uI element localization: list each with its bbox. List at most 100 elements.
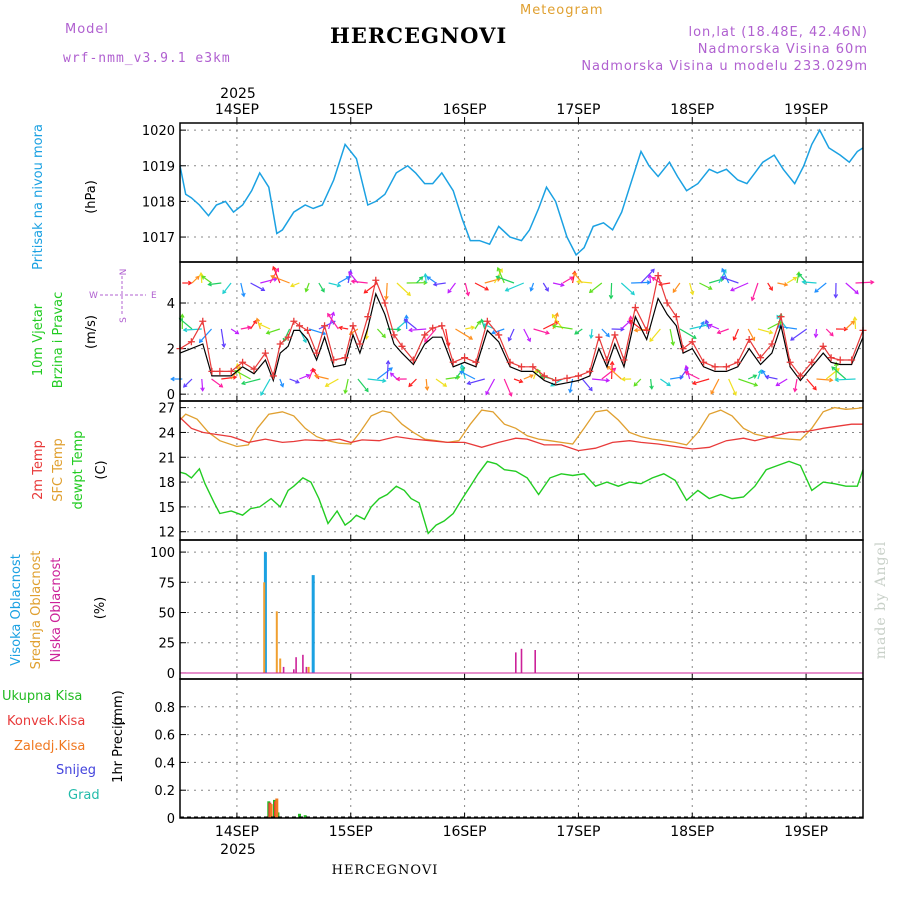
gust-marker (296, 322, 304, 330)
y-tick-label: 4 (167, 297, 175, 312)
wind-arrow-head (465, 291, 471, 297)
wind-arrow-head (633, 382, 638, 387)
wind-arrow-head (569, 276, 574, 281)
wind-arrow-head (833, 294, 839, 299)
wind-arrow-head (834, 377, 839, 383)
subtitle: Meteogram (520, 3, 604, 18)
wind-arrow (433, 282, 446, 286)
wind-arrow (733, 328, 739, 341)
wind-arrow-head (504, 287, 510, 292)
precip-bar (303, 815, 307, 818)
wind-arrow-head (423, 272, 428, 278)
wind-arrow-head (775, 382, 780, 387)
compass-east: E (151, 291, 157, 301)
wind-arrow (747, 374, 757, 380)
wind-arrow (465, 326, 475, 330)
wind-arrow-head (768, 329, 774, 335)
wind-arrow-head (424, 338, 429, 343)
gust-marker (688, 338, 696, 346)
wind-arrow-head (605, 378, 611, 383)
wind-arrow (652, 277, 661, 284)
wind-arrow-head (854, 290, 859, 295)
y-tick-label: 1018 (142, 195, 175, 210)
wind-arrow (474, 320, 481, 330)
gust-marker (796, 372, 804, 380)
wind-arrow (290, 282, 300, 287)
wind-arrow-head (348, 271, 353, 276)
y-tick-label: 24 (158, 426, 175, 441)
gust-marker (808, 358, 816, 366)
gust-marker (216, 367, 224, 375)
elevation: Nadmorska Visina 60m (698, 42, 868, 57)
wind-arrow (328, 312, 335, 330)
wind-arrow (523, 374, 534, 380)
wind-arrow-head (792, 276, 798, 281)
temp-unit: (C) (94, 460, 109, 479)
cloud-bar (515, 652, 517, 673)
wind-arrow (220, 328, 225, 347)
gust-marker (390, 331, 398, 339)
gust-marker (654, 272, 662, 280)
wind-arrow (574, 328, 583, 335)
wind-title-2: Brzina i Pravac (51, 292, 66, 389)
wind-arrow (708, 324, 720, 330)
wind-arrow (211, 378, 223, 388)
wind-arrow (721, 276, 739, 284)
gust-marker (518, 363, 525, 371)
compass-north: N (119, 269, 129, 276)
wind-arrow-head (576, 279, 581, 285)
gust-marker (208, 367, 216, 375)
wind-arrow (747, 328, 755, 341)
wind-arrow (634, 328, 651, 332)
wind-arrow-head (684, 371, 689, 376)
wind-arrow (577, 280, 593, 284)
wind-arrow-head (460, 363, 465, 369)
wind-arrow (464, 282, 469, 296)
wind-arrow (474, 282, 489, 291)
cloud-bar (305, 666, 308, 673)
gust-marker (409, 356, 417, 364)
gust-marker (643, 326, 651, 334)
wind-arrow-head (426, 276, 431, 281)
wind-arrow-head (560, 282, 565, 287)
wind-arrow-head (551, 324, 557, 329)
wind-arrow (831, 366, 847, 380)
gust-marker (827, 354, 835, 362)
wind-arrow (532, 369, 538, 380)
wind-arrow-head (710, 390, 715, 395)
wind-arrow-head (833, 361, 839, 367)
wind-arrow (367, 378, 386, 382)
wind-arrow (201, 378, 204, 391)
wind-arrow-head (363, 289, 368, 294)
cloud-bar (293, 669, 295, 673)
wind-arrow (426, 276, 437, 284)
wind-arrow-head (432, 281, 438, 287)
wind-arrow (435, 378, 447, 387)
wind-arrow-head (260, 287, 266, 291)
cloud-bar (282, 666, 285, 673)
gust-marker (349, 322, 357, 330)
wind-arrow-head (302, 338, 307, 344)
wind-panel: 0 2 4 (167, 261, 875, 403)
wind-arrow-head (389, 372, 395, 377)
wind-arrow-head (218, 383, 224, 388)
wind-arrow-head (529, 287, 534, 292)
wind-arrow-head (221, 343, 227, 348)
wind-arrow (344, 378, 349, 394)
y-tick-label: 21 (158, 451, 175, 466)
wind-arrow (445, 328, 450, 346)
wind-arrow-head (348, 330, 354, 335)
wind-arrow-head (265, 330, 271, 335)
wind-arrow-head (732, 336, 737, 341)
wind-arrow-head (679, 375, 685, 380)
wind-arrow-head (476, 320, 481, 325)
wind-arrow (314, 375, 329, 380)
wind-arrow (497, 267, 505, 284)
wind-arrow-head (605, 332, 610, 338)
wind-arrow-head (484, 286, 490, 291)
wind-arrow (650, 378, 653, 389)
wind-arrow (424, 273, 427, 284)
wind-arrow (730, 282, 749, 292)
gust-marker (330, 356, 338, 364)
wind-arrow (699, 282, 712, 290)
